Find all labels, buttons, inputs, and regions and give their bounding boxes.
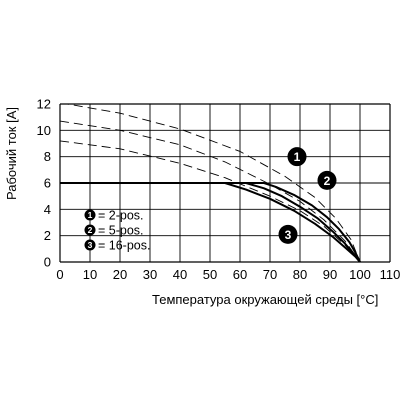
curve-markers: 1 2 3 — [278, 147, 337, 244]
x-tick-label: 110 — [380, 267, 401, 282]
y-tick-label: 2 — [44, 228, 51, 243]
y-tick-label: 0 — [44, 255, 51, 270]
legend-marker-label: 1 — [88, 210, 93, 220]
legend-entry-text: = 2-pos. — [98, 209, 144, 223]
legend-marker-2 — [84, 224, 96, 236]
x-axis-label: Температура окружающей среды [°C] — [152, 292, 378, 307]
y-tick-label: 4 — [44, 202, 51, 217]
series-line-2 — [60, 182, 361, 262]
curve-marker-3 — [278, 224, 298, 244]
legend-marker-label: 3 — [88, 240, 93, 250]
y-tick-label: 8 — [44, 149, 51, 164]
y-axis-label: Рабочий ток [A] — [4, 107, 19, 200]
legend-entry-text: = 5-pos. — [98, 224, 144, 238]
curve-marker-label: 2 — [324, 174, 331, 188]
y-tick-label: 10 — [37, 123, 51, 138]
x-tick-label: 10 — [83, 267, 97, 282]
legend-marker-label: 2 — [88, 225, 93, 235]
x-tick-label: 70 — [263, 267, 277, 282]
series-line-1-dashed — [64, 104, 361, 262]
x-tick-label: 100 — [349, 267, 371, 282]
legend-marker-1 — [84, 209, 96, 221]
x-tick-label: 90 — [323, 267, 337, 282]
curve-marker-2 — [317, 170, 337, 190]
legend-marker-3 — [84, 239, 96, 251]
x-tick-label: 40 — [173, 267, 187, 282]
x-tick-label: 0 — [56, 267, 63, 282]
legend-entry-text: = 16-pos. — [98, 239, 150, 253]
series-line-1 — [60, 182, 361, 262]
x-tick-label: 60 — [233, 267, 247, 282]
x-tick-labels: 0 10 20 30 40 50 60 70 80 90 100 110 — [56, 267, 400, 282]
curve-marker-label: 1 — [294, 150, 301, 164]
y-tick-labels: 0 2 4 6 8 10 12 — [37, 97, 51, 270]
x-tick-label: 50 — [203, 267, 217, 282]
x-tick-label: 20 — [113, 267, 127, 282]
x-tick-label: 30 — [143, 267, 157, 282]
y-tick-label: 12 — [37, 97, 51, 112]
curve-marker-label: 3 — [285, 228, 292, 242]
legend: 1 = 2-pos. 2 = 5-pos. 3 = 16-pos. — [84, 209, 150, 253]
series-line-3-dashed — [60, 140, 361, 262]
x-tick-label: 80 — [293, 267, 307, 282]
series-line-3 — [60, 182, 361, 262]
curves — [60, 104, 361, 262]
curve-marker-1 — [287, 147, 307, 167]
y-tick-label: 6 — [44, 176, 51, 191]
